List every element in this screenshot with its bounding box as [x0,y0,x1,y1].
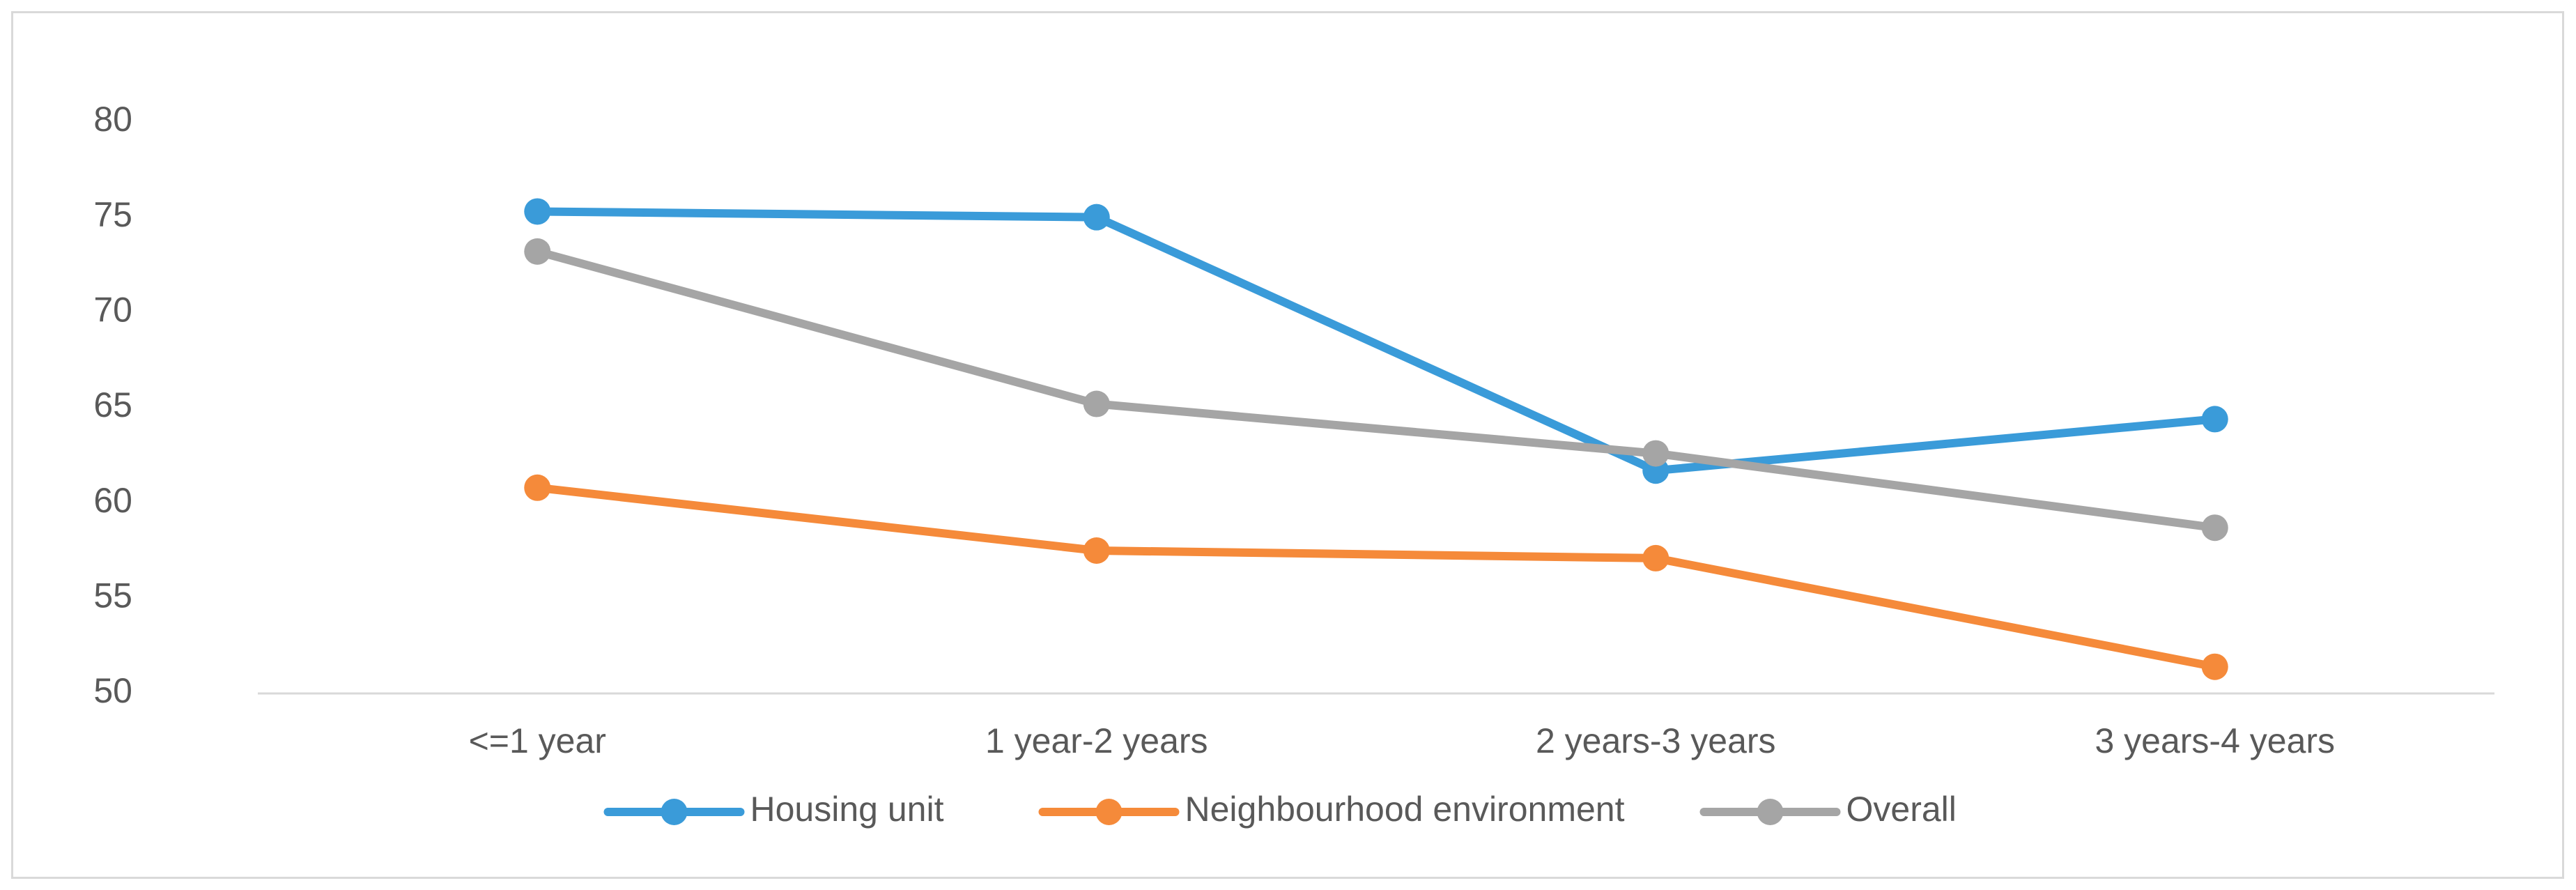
x-tick-label: 2 years-3 years [1536,721,1776,760]
data-point [1083,204,1110,231]
y-tick-label: 55 [93,576,132,615]
x-tick-label: <=1 year [469,721,606,760]
data-point [1083,390,1110,417]
y-tick-label: 75 [93,195,132,234]
series-line-1 [533,207,2219,475]
data-point [1083,537,1110,564]
y-tick-label: 70 [93,291,132,330]
data-point [2201,406,2228,433]
y-tick-label: 50 [93,671,132,710]
legend-marker-2 [1095,799,1123,825]
legend-label-3: Overall [1846,790,1957,829]
y-tick-label: 65 [93,385,132,424]
y-tick-label: 60 [93,481,132,520]
data-point [524,198,551,225]
series-line-3 [533,247,2219,532]
legend-marker-1 [661,799,688,825]
legend-marker-3 [1757,799,1784,825]
data-point [524,238,551,265]
chart-frame [11,11,2564,879]
series-line-2 [533,483,2219,671]
data-point [2201,514,2228,542]
legend-label-2: Neighbourhood environment [1185,790,1625,829]
data-point [1642,440,1669,467]
x-tick-label: 1 year-2 years [985,721,1208,760]
legend-label-1: Housing unit [750,790,944,829]
data-point [2201,653,2228,680]
data-point [524,474,551,501]
data-point [1642,544,1669,571]
x-tick-label: 3 years-4 years [2095,721,2335,760]
y-tick-label: 80 [93,100,132,139]
